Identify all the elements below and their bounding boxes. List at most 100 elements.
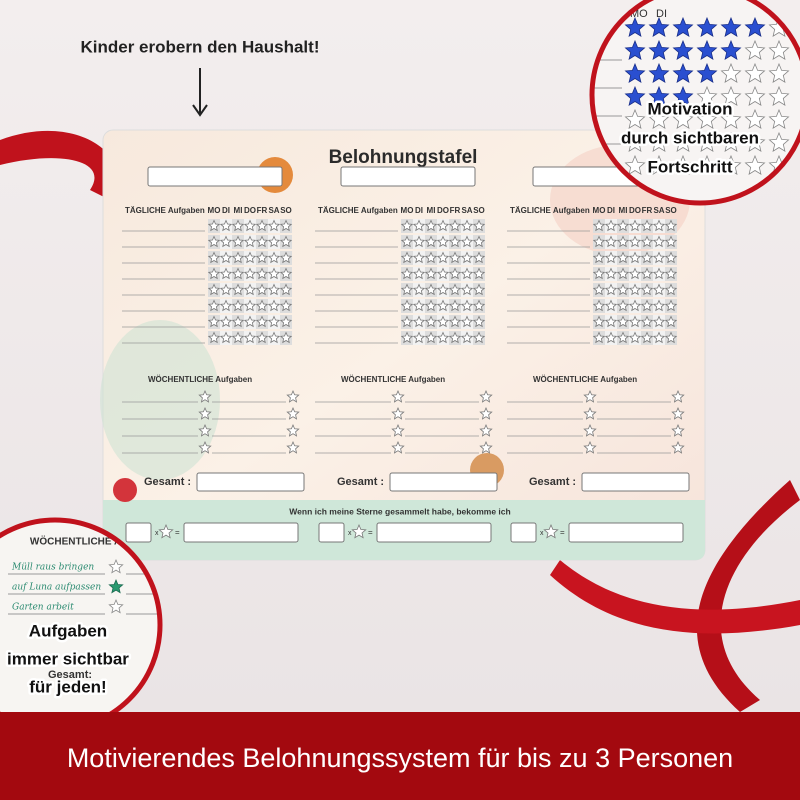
multiply-sign: x	[348, 530, 352, 537]
star	[664, 283, 678, 296]
callout-bottom: WÖCHENTLICHE Aufgaben Müll raus bringena…	[0, 520, 160, 730]
star	[720, 85, 742, 106]
star	[768, 62, 790, 83]
star	[648, 108, 670, 129]
star	[472, 219, 486, 232]
star	[628, 299, 642, 312]
star	[472, 267, 486, 280]
weekly-label: WÖCHENTLICHE Aufgaben	[148, 375, 252, 384]
total-label: Gesamt :	[337, 476, 384, 488]
star	[604, 267, 618, 280]
arrow	[192, 68, 208, 117]
total-field	[389, 472, 498, 492]
star	[472, 235, 486, 248]
star	[243, 283, 257, 296]
star	[424, 251, 438, 264]
star	[616, 283, 630, 296]
star	[207, 267, 221, 280]
star	[744, 108, 766, 129]
total-label: Gesamt :	[529, 476, 576, 488]
callout-text: Aufgaben	[29, 621, 107, 640]
star	[472, 299, 486, 312]
callout-bg	[0, 520, 160, 730]
star	[664, 251, 678, 264]
star	[207, 235, 221, 248]
total-field	[196, 472, 305, 492]
star	[652, 219, 666, 232]
star	[640, 283, 654, 296]
star	[672, 16, 694, 37]
star	[424, 331, 438, 344]
star	[628, 235, 642, 248]
star	[696, 39, 718, 60]
day-label: DO	[437, 206, 449, 215]
star	[219, 219, 233, 232]
star	[286, 406, 300, 420]
star	[351, 523, 367, 539]
star	[400, 267, 414, 280]
star	[243, 299, 257, 312]
star	[479, 389, 493, 403]
day-label: SO	[473, 206, 485, 215]
star	[616, 251, 630, 264]
star	[400, 219, 414, 232]
star	[652, 331, 666, 344]
star	[424, 283, 438, 296]
star	[286, 440, 300, 454]
star	[664, 267, 678, 280]
star	[219, 235, 233, 248]
star	[207, 251, 221, 264]
star	[592, 331, 606, 344]
star	[412, 235, 426, 248]
reward-field	[183, 522, 299, 543]
star	[255, 331, 269, 344]
star	[412, 299, 426, 312]
star	[583, 389, 597, 403]
star	[768, 39, 790, 60]
star	[400, 283, 414, 296]
star	[624, 39, 646, 60]
star	[628, 331, 642, 344]
daily-label: TÄGLICHE Aufgaben	[510, 206, 590, 215]
star	[592, 267, 606, 280]
star	[231, 299, 245, 312]
star	[436, 283, 450, 296]
star	[108, 558, 124, 574]
callout-top: MO DI Motivation durch sichtbaren Fortsch…	[592, 0, 800, 203]
star	[592, 235, 606, 248]
star	[255, 283, 269, 296]
star	[671, 406, 685, 420]
star	[286, 423, 300, 437]
star	[243, 267, 257, 280]
day-label: FR	[257, 206, 268, 215]
star	[592, 219, 606, 232]
star	[744, 154, 766, 175]
star	[158, 523, 174, 539]
star	[391, 389, 405, 403]
day-label: DI	[607, 206, 615, 215]
star	[696, 154, 718, 175]
day-label: DO	[244, 206, 256, 215]
star	[472, 331, 486, 344]
star	[400, 235, 414, 248]
star	[640, 251, 654, 264]
star	[664, 315, 678, 328]
board: Belohnungstafel Wenn ich meine Sterne ge…	[100, 129, 706, 561]
star	[583, 406, 597, 420]
star	[243, 331, 257, 344]
count-field	[125, 522, 152, 543]
star	[624, 108, 646, 129]
star	[424, 267, 438, 280]
day-label: DI	[656, 8, 667, 20]
star	[219, 315, 233, 328]
star	[279, 331, 293, 344]
weekly-label: WÖCHENTLICHE Aufgaben	[533, 375, 637, 384]
star	[616, 331, 630, 344]
day-label: MI	[234, 206, 243, 215]
star	[412, 283, 426, 296]
day-label: SA	[461, 206, 472, 215]
star	[198, 440, 212, 454]
star	[207, 315, 221, 328]
callout-text: Fortschritt	[648, 157, 733, 176]
star	[720, 16, 742, 37]
